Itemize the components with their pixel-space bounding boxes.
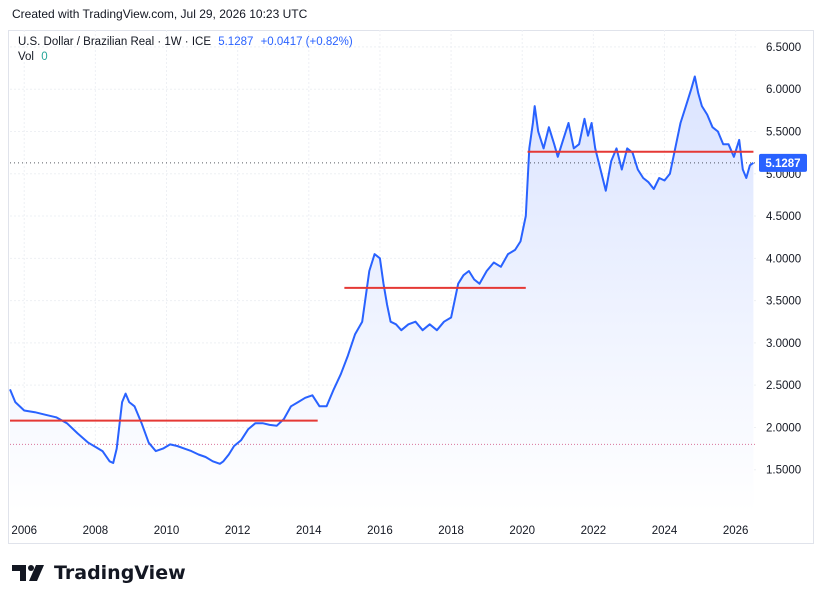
x-tick-label: 2012	[225, 525, 251, 537]
chart-frame	[8, 30, 814, 544]
x-tick-label: 2022	[581, 525, 607, 537]
x-tick-label: 2018	[438, 525, 464, 537]
area-fill	[10, 76, 754, 512]
y-tick-label: 6.0000	[766, 84, 801, 96]
x-tick-label: 2016	[367, 525, 393, 537]
horizontal-lines	[10, 150, 754, 422]
y-tick-label: 6.5000	[766, 42, 801, 54]
y-tick-label: 2.5000	[766, 380, 801, 392]
last-value-badge-box	[759, 153, 807, 172]
chart-legend: U.S. Dollar / Brazilian Real · 1W · ICE …	[18, 35, 353, 65]
tradingview-logo-icon	[12, 565, 44, 581]
volume-label: Vol	[18, 51, 34, 63]
volume-value: 0	[41, 51, 48, 63]
series-path	[9, 75, 754, 465]
x-tick-label: 2014	[296, 525, 322, 537]
y-tick-label: 1.5000	[766, 465, 801, 477]
last-price: 5.1287	[218, 36, 254, 48]
y-tick-label: 5.5000	[766, 126, 801, 138]
y-tick-label: 3.5000	[766, 296, 801, 308]
x-axis: 2006 2008 2010 2012 2014 2016 2018 2020 2022 2024…	[11, 525, 748, 537]
x-tick-label: 2010	[154, 525, 180, 537]
symbol-label: U.S. Dollar / Brazilian Real · 1W · ICE	[18, 36, 211, 48]
y-tick-label: 3.0000	[766, 338, 801, 350]
tradingview-logo: TradingView	[12, 562, 186, 584]
y-tick-label: 4.0000	[766, 253, 801, 265]
x-tick-label: 2026	[723, 525, 749, 537]
y-tick-label: 2.0000	[766, 422, 801, 434]
price-change: +0.0417 (+0.82%)	[260, 36, 353, 48]
reference-levels	[10, 162, 757, 445]
x-tick-label: 2024	[652, 525, 678, 537]
x-tick-label: 2020	[509, 525, 535, 537]
created-with-caption: Created with TradingView.com, Jul 29, 20…	[12, 7, 308, 21]
y-tick-label: 4.5000	[766, 211, 801, 223]
area-path	[10, 76, 754, 512]
last-value-badge-text: 5.1287	[765, 158, 800, 170]
x-tick-label: 2006	[11, 525, 37, 537]
last-value-badge: 5.1287	[759, 153, 807, 172]
x-tick-label: 2008	[83, 525, 109, 537]
series-line	[9, 75, 754, 465]
y-axis: 1.5000 2.0000 2.5000 3.0000 3.5000 4.0000 4.50…	[766, 42, 801, 477]
tradingview-logo-text: TradingView	[54, 562, 186, 584]
